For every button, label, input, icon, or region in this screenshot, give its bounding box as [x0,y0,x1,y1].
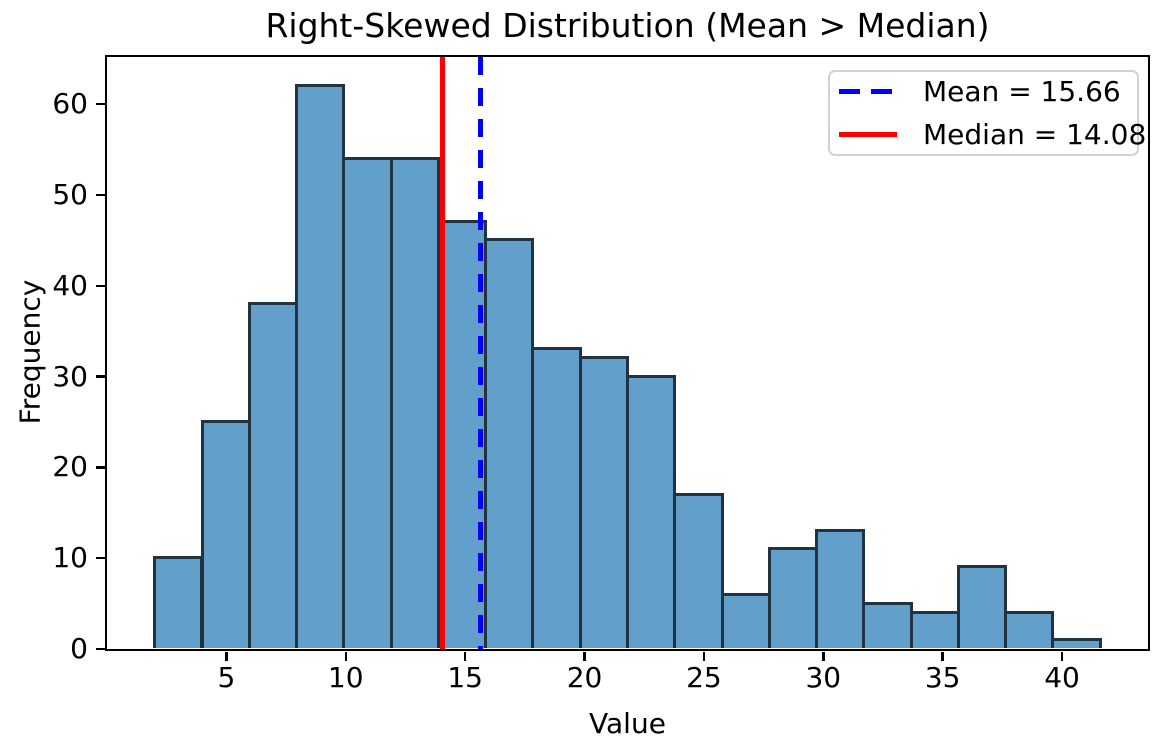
legend-item-median: Median = 14.08 [839,118,1146,151]
x-tick [583,651,586,661]
x-tick [822,651,825,661]
histogram-bar [389,156,440,649]
histogram-bar [815,528,866,649]
y-tick [95,375,105,378]
x-tick-label: 40 [1044,661,1080,694]
x-tick [941,651,944,661]
histogram-bar [484,238,535,649]
histogram-bar [862,601,913,649]
legend-item-mean: Mean = 15.66 [839,75,1137,108]
x-tick [1060,651,1064,661]
histogram-bar [531,347,582,649]
y-tick-label: 50 [52,178,88,211]
y-tick-label: 30 [52,359,88,393]
y-tick [95,193,105,197]
x-tick-label: 10 [327,661,364,694]
x-tick-label: 5 [217,661,236,694]
y-tick-label: 0 [70,632,88,665]
histogram-bar [295,84,346,649]
x-tick-label: 35 [924,661,961,694]
histogram-bar [247,301,299,649]
y-tick-label: 20 [52,450,88,484]
chart-title: Right-Skewed Distribution (Mean > Median… [265,6,990,45]
legend-label-median: Median = 14.08 [923,118,1147,151]
median-line-swatch-icon [839,132,897,137]
histogram-bar [1051,637,1102,649]
histogram-bar [909,610,960,649]
mean-line-swatch-icon [839,89,897,94]
y-tick [95,284,105,288]
histogram-bar [342,156,393,649]
y-tick [95,466,105,469]
x-tick-label: 15 [447,661,483,694]
histogram-bar [153,556,204,649]
histogram-bar [673,492,724,649]
histogram-bar [720,592,771,649]
y-tick [95,647,105,651]
x-tick [225,651,228,661]
legend-label-mean: Mean = 15.66 [923,75,1121,108]
x-tick-label: 25 [686,661,722,694]
y-tick-label: 60 [52,87,88,121]
histogram-bar [956,565,1008,649]
histogram-bar [1004,610,1055,649]
x-tick [702,651,706,661]
y-tick-label: 40 [52,268,88,302]
histogram-bar [200,420,251,649]
histogram-bar [578,356,629,649]
legend: Mean = 15.66 Median = 14.08 [828,70,1146,156]
median-line [440,56,446,649]
y-tick [95,102,105,106]
x-tick [344,651,347,661]
x-tick-label: 30 [805,661,842,694]
x-tick [463,651,467,661]
y-tick-label: 10 [52,541,88,575]
histogram-bar [767,547,819,649]
y-tick [95,556,105,560]
mean-line [477,56,483,649]
x-axis-label: Value [589,707,666,740]
histogram-bar [625,374,677,649]
x-tick-label: 20 [566,661,603,694]
